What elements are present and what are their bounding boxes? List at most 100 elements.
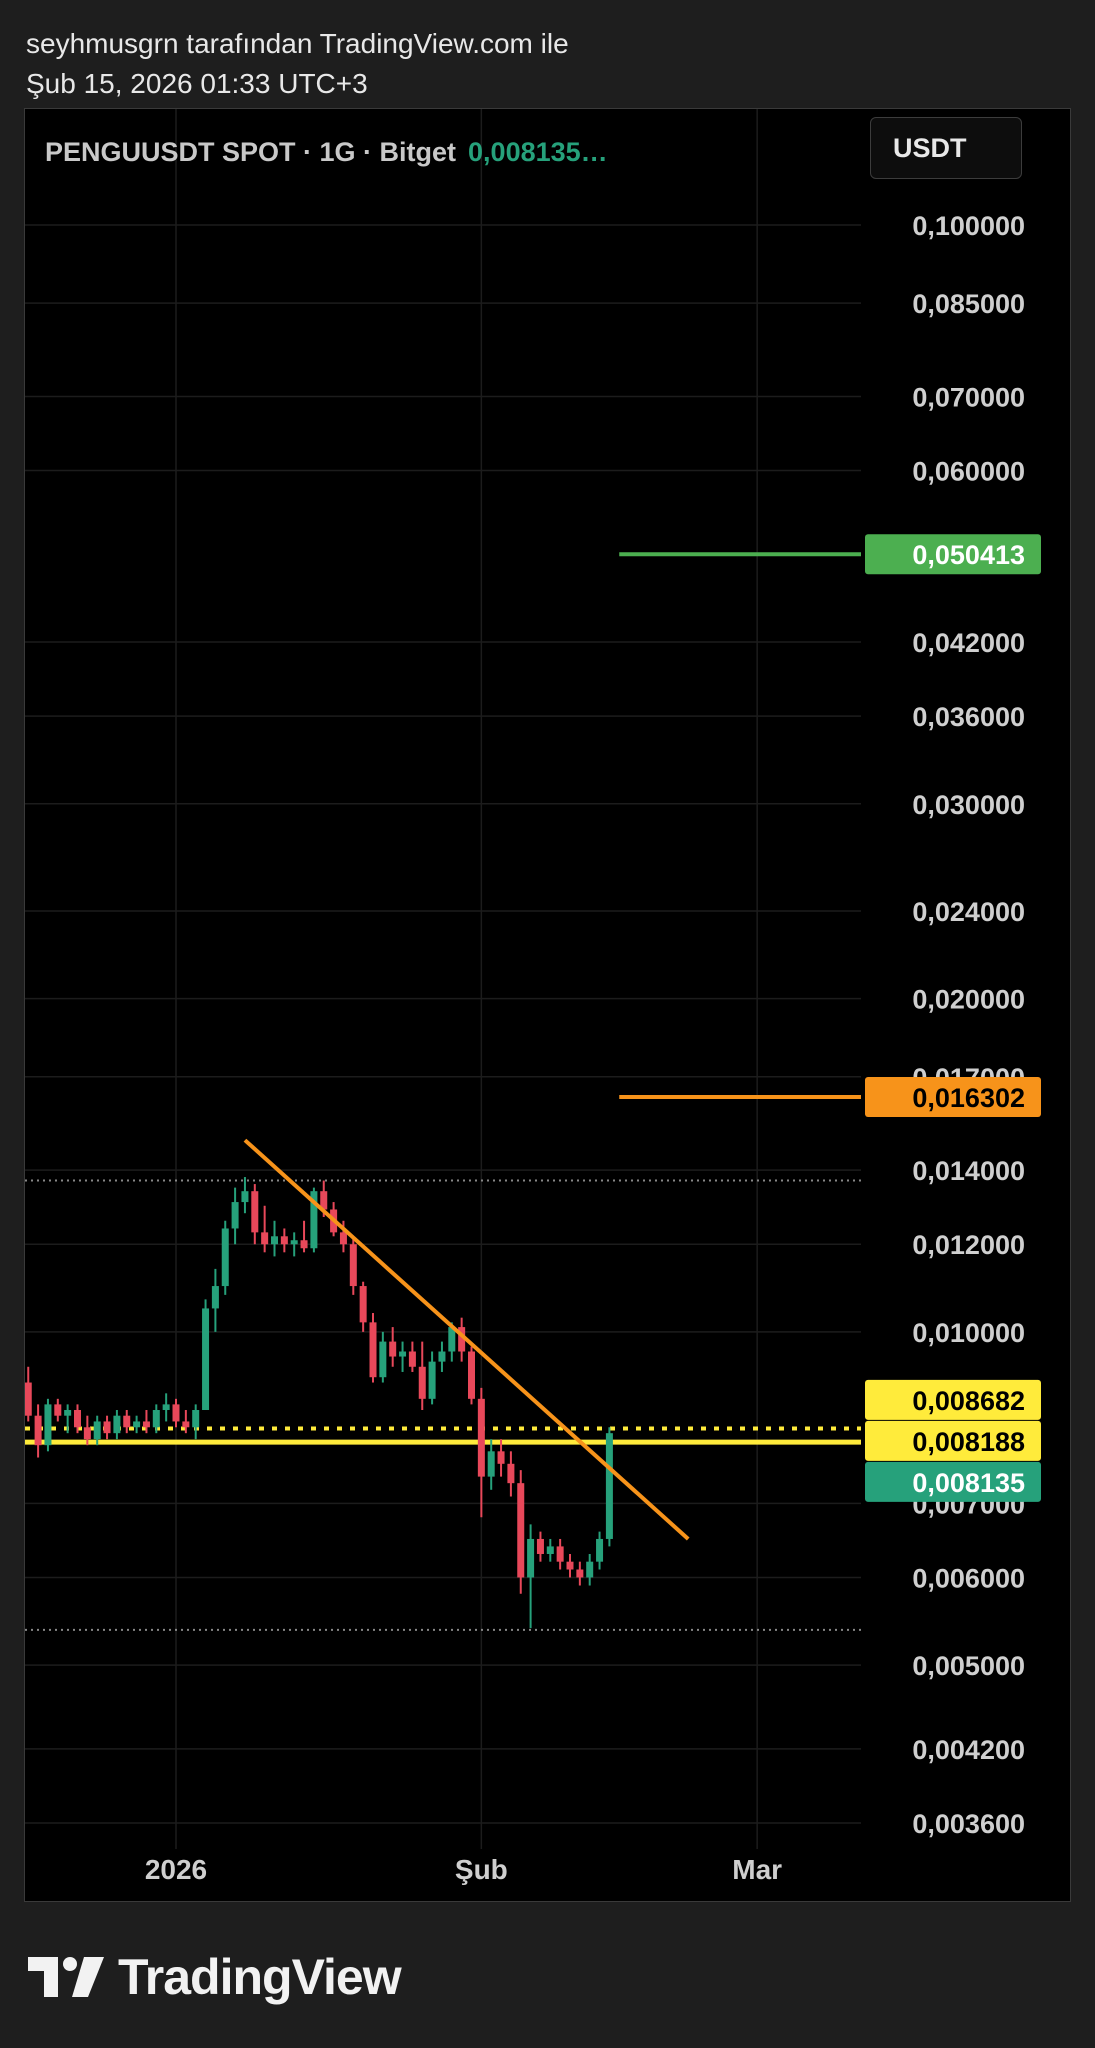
- candle-body[interactable]: [477, 1398, 485, 1477]
- date-line: Şub 15, 2026 01:33 UTC+3: [26, 68, 368, 99]
- candle-body[interactable]: [605, 1433, 613, 1539]
- candle-body[interactable]: [339, 1232, 347, 1245]
- candle-body[interactable]: [231, 1202, 239, 1229]
- price-tick-label: 0,100000: [912, 211, 1025, 241]
- candle-body[interactable]: [241, 1191, 249, 1203]
- header: seyhmusgrn tarafından TradingView.com il…: [26, 24, 569, 104]
- candle-body[interactable]: [369, 1322, 377, 1378]
- candle-body[interactable]: [517, 1483, 525, 1578]
- price-tick-label: 0,020000: [912, 985, 1025, 1015]
- candle-body[interactable]: [271, 1236, 278, 1245]
- candle-body[interactable]: [389, 1341, 397, 1357]
- candle-body[interactable]: [438, 1351, 446, 1362]
- candle-body[interactable]: [399, 1351, 407, 1357]
- trendline[interactable]: [243, 1138, 690, 1541]
- candle-body[interactable]: [310, 1191, 318, 1249]
- price-label-badge: [865, 1461, 1041, 1502]
- candle-body[interactable]: [290, 1240, 298, 1245]
- candle-body[interactable]: [497, 1451, 505, 1464]
- candle-body[interactable]: [83, 1427, 91, 1440]
- price-tick-label: 0,005000: [912, 1651, 1025, 1681]
- price-label-text: 0,008135: [912, 1468, 1025, 1498]
- currency-button[interactable]: USDT: [870, 117, 1022, 179]
- tradingview-logo-icon: [28, 1957, 104, 1997]
- price-tick-label: 0,010000: [912, 1318, 1025, 1348]
- candle-body[interactable]: [300, 1240, 308, 1249]
- candle-body[interactable]: [586, 1561, 594, 1578]
- candle-body[interactable]: [64, 1410, 72, 1416]
- price-chart[interactable]: 0,100000 0,085000 0,070000 0,060000 0,042000…: [25, 109, 1070, 1901]
- candle-body[interactable]: [349, 1244, 357, 1287]
- candle-body[interactable]: [211, 1286, 219, 1309]
- price-tick-label: 0,085000: [912, 289, 1025, 319]
- candle-body[interactable]: [221, 1228, 229, 1287]
- price-label-badge: [865, 1076, 1041, 1117]
- last-price: 0,008135…: [468, 137, 608, 167]
- price-label-badge: [865, 1379, 1041, 1420]
- candle-body[interactable]: [576, 1569, 584, 1578]
- candle-body[interactable]: [379, 1341, 387, 1378]
- price-label-text: 0,008188: [912, 1427, 1025, 1457]
- candle-body[interactable]: [162, 1404, 170, 1411]
- candle-body[interactable]: [172, 1404, 180, 1422]
- candle-body[interactable]: [536, 1538, 544, 1554]
- price-label-text: 0,008682: [912, 1386, 1025, 1416]
- candle-body[interactable]: [142, 1421, 150, 1428]
- candle-body[interactable]: [448, 1327, 456, 1352]
- price-label-text: 0,016302: [912, 1083, 1025, 1113]
- symbol-title: PENGUUSDT SPOT · 1G · Bitget: [45, 137, 457, 167]
- candle-body[interactable]: [280, 1236, 288, 1245]
- candle-body[interactable]: [251, 1191, 259, 1233]
- candle-body[interactable]: [458, 1327, 466, 1352]
- price-tick-label: 0,042000: [912, 628, 1025, 658]
- candle-body[interactable]: [44, 1404, 52, 1446]
- candle-body[interactable]: [192, 1410, 200, 1428]
- price-tick-label: 0,024000: [912, 897, 1025, 927]
- price-tick-label: 0,030000: [912, 790, 1025, 820]
- candle-body[interactable]: [507, 1463, 515, 1484]
- price-label-badge: [865, 1420, 1041, 1461]
- time-axis-label: Şub: [455, 1854, 508, 1885]
- candle-body[interactable]: [320, 1191, 328, 1210]
- candle-body[interactable]: [261, 1232, 269, 1245]
- candle-body[interactable]: [359, 1286, 367, 1323]
- time-axis-label: 2026: [145, 1854, 207, 1885]
- candle-body[interactable]: [527, 1538, 535, 1578]
- candle-body[interactable]: [546, 1546, 554, 1554]
- candle-body[interactable]: [103, 1421, 111, 1434]
- candle-body[interactable]: [556, 1546, 564, 1562]
- candle-body[interactable]: [113, 1415, 121, 1434]
- brand-name: TradingView: [118, 1949, 402, 2005]
- price-tick-label: 0,014000: [912, 1156, 1025, 1186]
- price-label-badge: [865, 534, 1041, 575]
- candle-body[interactable]: [74, 1410, 81, 1428]
- time-axis-label: Mar: [732, 1854, 782, 1885]
- candle-body[interactable]: [152, 1410, 160, 1428]
- candle-body[interactable]: [566, 1561, 574, 1570]
- price-tick-label: 0,003600: [912, 1809, 1025, 1839]
- candle-body[interactable]: [418, 1366, 426, 1399]
- candle-body[interactable]: [133, 1421, 141, 1428]
- candle-body[interactable]: [93, 1421, 101, 1440]
- price-tick-label: 0,006000: [912, 1563, 1025, 1593]
- candle-body[interactable]: [468, 1351, 475, 1399]
- candle-body[interactable]: [408, 1351, 416, 1367]
- price-tick-label: 0,060000: [912, 457, 1025, 487]
- candle-body[interactable]: [54, 1404, 62, 1416]
- price-tick-label: 0,012000: [912, 1230, 1025, 1260]
- price-tick-label: 0,004200: [912, 1735, 1025, 1765]
- candle-body[interactable]: [182, 1421, 190, 1428]
- price-label-text: 0,050413: [912, 540, 1025, 570]
- chart-frame[interactable]: 0,100000 0,085000 0,070000 0,060000 0,042000…: [24, 108, 1071, 1902]
- candle-body[interactable]: [25, 1382, 32, 1416]
- candle-body[interactable]: [34, 1415, 42, 1446]
- price-tick-label: 0,036000: [912, 702, 1025, 732]
- price-tick-label: 0,070000: [912, 382, 1025, 412]
- candle-body[interactable]: [487, 1451, 495, 1477]
- candle-body[interactable]: [123, 1415, 131, 1428]
- symbol-legend[interactable]: PENGUUSDT SPOT · 1G · Bitget 0,008135…: [45, 137, 608, 168]
- candle-body[interactable]: [596, 1538, 604, 1562]
- candle-body[interactable]: [428, 1361, 436, 1399]
- footer: TradingView: [28, 1948, 402, 2006]
- candle-body[interactable]: [202, 1308, 210, 1411]
